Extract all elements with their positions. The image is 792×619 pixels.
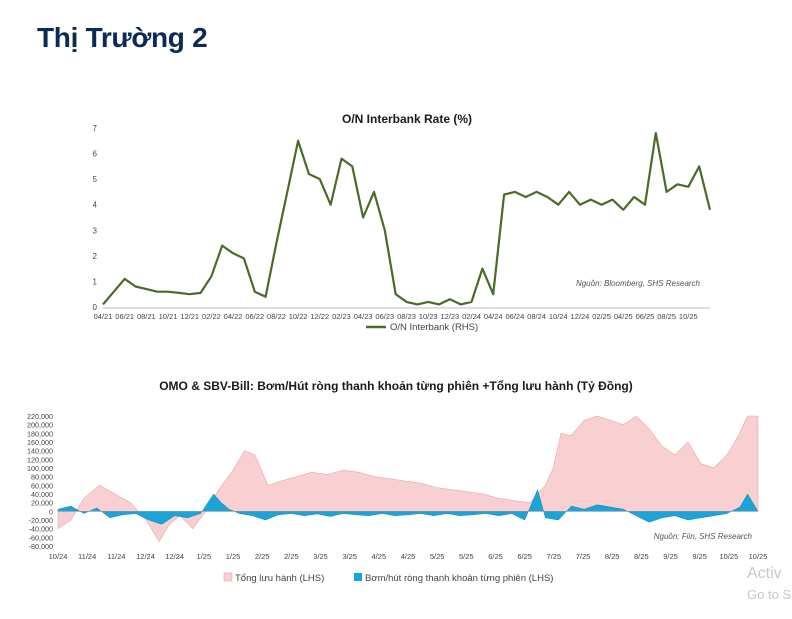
omo-source-note: Nguồn: Fiin, SHS Research — [654, 532, 753, 541]
interbank-y-tick-label: 4 — [93, 201, 98, 210]
omo-x-tick-label: 1/25 — [226, 552, 241, 561]
interbank-x-tick-label: 10/23 — [419, 312, 438, 321]
interbank-x-tick-label: 10/25 — [679, 312, 698, 321]
omo-x-tick-label: 4/25 — [401, 552, 416, 561]
interbank-y-tick-label: 0 — [93, 303, 98, 312]
omo-x-tick-label: 7/25 — [576, 552, 591, 561]
omo-y-tick-label: 140,000 — [27, 447, 53, 456]
omo-y-tick-label: 40,000 — [31, 490, 53, 499]
interbank-x-tick-label: 04/21 — [94, 312, 113, 321]
interbank-chart-title: O/N Interbank Rate (%) — [342, 112, 472, 126]
interbank-x-tick-label: 04/24 — [484, 312, 503, 321]
omo-x-tick-label: 5/25 — [459, 552, 474, 561]
omo-x-tick-label: 12/24 — [165, 552, 184, 561]
omo-y-tick-label: 60,000 — [31, 481, 53, 490]
watermark-line-1: Activ — [747, 565, 782, 582]
interbank-legend-label: O/N Interbank (RHS) — [390, 322, 478, 333]
interbank-x-tick-label: 12/21 — [180, 312, 199, 321]
omo-x-tick-label: 4/25 — [372, 552, 387, 561]
interbank-x-tick-label: 10/22 — [289, 312, 308, 321]
page-title: Thị Trường 2 — [37, 22, 208, 53]
omo-y-tick-label: 180,000 — [27, 429, 53, 438]
omo-legend-swatch-net-injection — [354, 573, 362, 581]
interbank-y-tick-label: 3 — [93, 226, 98, 235]
interbank-x-tick-label: 08/24 — [527, 312, 546, 321]
omo-legend-label-net-injection: Bơm/hút ròng thanh khoản từng phiên (LHS… — [365, 573, 553, 584]
activation-watermark: Activ Go to S — [747, 563, 791, 605]
interbank-x-tick-label: 04/23 — [354, 312, 373, 321]
interbank-x-tick-label: 06/22 — [245, 312, 264, 321]
interbank-y-tick-label: 1 — [93, 277, 98, 286]
omo-y-tick-label: 160,000 — [27, 438, 53, 447]
omo-x-tick-label: 6/25 — [517, 552, 532, 561]
omo-y-tick-label: 120,000 — [27, 455, 53, 464]
omo-y-tick-label: 100,000 — [27, 464, 53, 473]
interbank-series-line — [102, 132, 712, 306]
interbank-x-tick-label: 10/24 — [549, 312, 568, 321]
interbank-x-tick-label: 02/25 — [592, 312, 611, 321]
omo-y-tick-label: -80,000 — [29, 542, 53, 551]
interbank-x-tick-label: 06/21 — [115, 312, 134, 321]
omo-x-tick-label: 10/24 — [49, 552, 68, 561]
omo-x-tick-label: 2/25 — [284, 552, 299, 561]
omo-x-tick-label: 5/25 — [430, 552, 445, 561]
interbank-x-tick-label: 08/23 — [397, 312, 416, 321]
interbank-x-tick-label: 12/24 — [571, 312, 590, 321]
interbank-x-tick-label: 02/24 — [462, 312, 481, 321]
omo-x-tick-label: 10/25 — [719, 552, 738, 561]
omo-x-tick-label: 9/25 — [692, 552, 707, 561]
omo-y-tick-label: -60,000 — [29, 533, 53, 542]
omo-x-tick-label: 9/25 — [663, 552, 678, 561]
interbank-source-note: Nguồn: Bloomberg, SHS Research — [576, 279, 701, 288]
omo-y-tick-label: 200,000 — [27, 421, 53, 430]
interbank-y-tick-label: 2 — [93, 252, 98, 261]
omo-x-tick-label: 11/24 — [78, 552, 96, 561]
interbank-x-tick-label: 02/23 — [332, 312, 351, 321]
omo-y-tick-label: 20,000 — [31, 499, 53, 508]
omo-y-tick-label: 0 — [49, 507, 53, 516]
omo-x-tick-label: 7/25 — [547, 552, 562, 561]
interbank-x-tick-label: 06/24 — [506, 312, 525, 321]
interbank-x-tick-label: 08/21 — [137, 312, 156, 321]
interbank-x-tick-label: 04/25 — [614, 312, 633, 321]
interbank-y-tick-label: 5 — [93, 175, 98, 184]
interbank-x-tick-label: 12/22 — [310, 312, 329, 321]
omo-x-tick-label: 2/25 — [255, 552, 270, 561]
interbank-x-tick-label: 06/23 — [375, 312, 394, 321]
omo-x-tick-label: 8/25 — [605, 552, 620, 561]
interbank-x-tick-label: 02/22 — [202, 312, 221, 321]
omo-y-tick-label: 220,000 — [27, 412, 53, 421]
interbank-y-tick-label: 6 — [93, 150, 98, 159]
omo-y-tick-label: 80,000 — [31, 473, 53, 482]
omo-x-tick-label: 11/24 — [107, 552, 125, 561]
omo-y-tick-label: -20,000 — [29, 516, 53, 525]
interbank-x-tick-label: 10/21 — [159, 312, 178, 321]
omo-x-tick-label: 12/24 — [136, 552, 155, 561]
omo-x-tick-label: 1/25 — [197, 552, 212, 561]
omo-y-tick-label: -40,000 — [29, 525, 53, 534]
watermark-line-2: Go to S — [747, 587, 792, 602]
interbank-x-tick-label: 12/23 — [440, 312, 459, 321]
interbank-x-tick-label: 08/22 — [267, 312, 286, 321]
omo-x-tick-label: 6/25 — [488, 552, 503, 561]
omo-x-tick-label: 8/25 — [634, 552, 649, 561]
omo-legend-label-outstanding: Tổng lưu hành (LHS) — [235, 573, 324, 584]
omo-net-injection-area — [57, 488, 759, 525]
omo-legend-swatch-outstanding — [223, 572, 233, 582]
omo-x-tick-label: 10/25 — [749, 552, 768, 561]
interbank-y-tick-label: 7 — [93, 124, 98, 133]
interbank-x-tick-label: 06/25 — [636, 312, 655, 321]
omo-chart-title: OMO & SBV-Bill: Bơm/Hút ròng thanh khoản… — [159, 379, 633, 393]
interbank-x-tick-label: 08/25 — [657, 312, 676, 321]
interbank-x-tick-label: 04/22 — [224, 312, 243, 321]
omo-x-tick-label: 3/25 — [342, 552, 357, 561]
omo-x-tick-label: 3/25 — [313, 552, 328, 561]
